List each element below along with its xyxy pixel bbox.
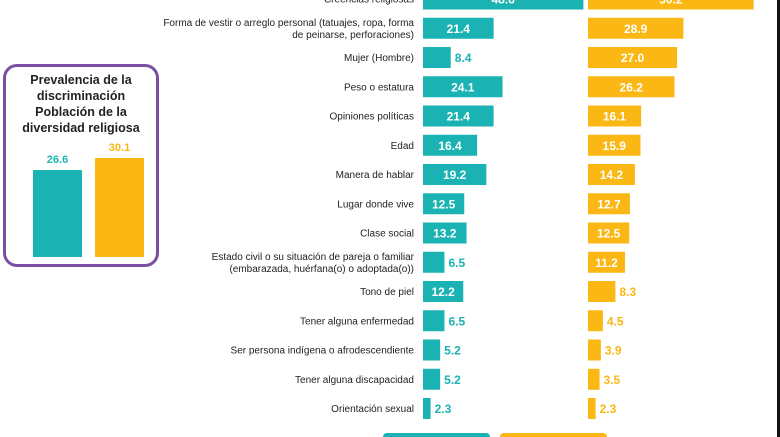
data-label-series-2: 4.5 <box>607 314 624 328</box>
bar-series-2 <box>588 134 641 156</box>
bar-series-2 <box>588 105 642 127</box>
category-label: Peso o estatura <box>344 82 414 93</box>
bar-series-2 <box>588 310 603 332</box>
bar-series-2 <box>588 76 675 98</box>
bar-series-2 <box>588 222 630 244</box>
bar-series-1 <box>423 76 503 98</box>
bar-series-2 <box>588 281 616 302</box>
bar-series-2 <box>588 368 600 390</box>
bar-series-1 <box>423 398 431 419</box>
bar-series-1 <box>423 193 465 215</box>
bar-series-1 <box>423 47 451 68</box>
data-label-series-1: 6.5 <box>448 256 465 270</box>
prevalence-title: Prevalencia de la discriminación Poblaci… <box>6 72 156 136</box>
bar-series-1 <box>423 251 445 273</box>
data-label-series-2: 14.2 <box>600 168 624 182</box>
legend-swatch-series-1 <box>383 433 490 437</box>
category-label: Orientación sexual <box>331 404 414 415</box>
category-label: Creencias religiosas <box>324 0 414 6</box>
bar-series-1 <box>423 281 464 302</box>
category-label: Tener alguna discapacidad <box>295 375 414 386</box>
data-label-series-2: 26.2 <box>620 80 644 94</box>
category-label: (embarazada, huérfana(o) o adoptada(o)) <box>229 264 414 275</box>
category-label: Forma de vestir o arreglo personal (tatu… <box>163 18 414 29</box>
category-label: Opiniones políticas <box>330 112 415 123</box>
data-label-series-1: 12.2 <box>431 285 455 299</box>
prevalence-value-series-1: 26.6 <box>46 153 69 166</box>
data-label-series-1: 21.4 <box>447 22 471 36</box>
bar-series-2 <box>588 251 625 273</box>
prevalence-value-series-2: 30.1 <box>108 142 131 155</box>
data-label-series-2: 27.0 <box>621 51 645 65</box>
category-label: Lugar donde vive <box>337 199 414 210</box>
data-label-series-2: 8.3 <box>619 285 636 299</box>
bar-series-1 <box>423 17 494 39</box>
category-label: Tono de piel <box>360 287 414 298</box>
data-label-series-2: 50.2 <box>659 0 683 7</box>
category-label: Tener alguna enfermedad <box>300 316 414 327</box>
category-label: Ser persona indígena o afrodescendiente <box>231 346 415 357</box>
prevalence-title-line-3: Población de la <box>35 105 127 119</box>
data-label-series-2: 3.5 <box>604 373 621 387</box>
data-label-series-1: 5.2 <box>444 373 461 387</box>
bar-series-2 <box>588 0 754 10</box>
prevalence-bar-series-1 <box>33 169 82 257</box>
category-label: Edad <box>391 141 414 152</box>
bar-series-1 <box>423 368 441 390</box>
bar-series-2 <box>588 398 596 419</box>
prevalence-title-line-2: discriminación <box>36 89 126 103</box>
bar-series-2 <box>588 164 635 185</box>
bar-series-2 <box>588 47 678 68</box>
data-label-series-2: 28.9 <box>624 22 648 36</box>
data-label-series-2: 15.9 <box>603 139 627 153</box>
bar-series-1 <box>423 164 487 185</box>
category-label: Estado civil o su situación de pareja o … <box>212 252 415 263</box>
data-label-series-2: 12.5 <box>597 227 621 241</box>
data-label-series-1: 16.4 <box>438 139 462 153</box>
category-label: de peinarse, perforaciones) <box>292 30 414 41</box>
data-label-series-2: 2.3 <box>600 402 617 416</box>
prevalence-title-line-4: diversidad religiosa <box>22 121 140 135</box>
data-label-series-1: 2.3 <box>435 402 452 416</box>
data-label-series-1: 21.4 <box>447 110 471 124</box>
category-label: Mujer (Hombre) <box>344 53 414 64</box>
data-label-series-1: 48.6 <box>492 0 516 7</box>
bar-series-1 <box>423 339 441 361</box>
bar-series-2 <box>588 193 630 215</box>
prevalence-title-line-1: Prevalencia de la <box>30 73 132 87</box>
data-label-series-1: 19.2 <box>443 168 467 182</box>
data-label-series-2: 11.2 <box>595 256 618 270</box>
bar-series-1 <box>423 0 584 10</box>
bar-series-2 <box>588 339 601 361</box>
prevalence-panel: Prevalencia de la discriminación Poblaci… <box>3 64 159 267</box>
data-label-series-1: 24.1 <box>451 80 475 94</box>
frame-right-edge <box>777 0 780 437</box>
bar-series-1 <box>423 134 478 156</box>
bar-series-2 <box>588 17 684 39</box>
data-label-series-2: 16.1 <box>603 110 627 124</box>
data-label-series-1: 12.5 <box>432 197 456 211</box>
category-label: Clase social <box>360 229 414 240</box>
legend-swatch-series-2 <box>500 433 607 437</box>
data-label-series-1: 8.4 <box>455 51 472 65</box>
data-label-series-1: 5.2 <box>444 344 461 358</box>
category-label: Manera de hablar <box>336 170 415 181</box>
bar-series-1 <box>423 105 494 127</box>
data-label-series-1: 13.2 <box>433 227 457 241</box>
data-label-series-2: 12.7 <box>597 197 621 211</box>
prevalence-bar-series-2 <box>95 158 144 257</box>
bar-series-1 <box>423 222 467 244</box>
data-label-series-1: 6.5 <box>448 314 465 328</box>
data-label-series-2: 3.9 <box>605 344 622 358</box>
bar-series-1 <box>423 310 445 332</box>
